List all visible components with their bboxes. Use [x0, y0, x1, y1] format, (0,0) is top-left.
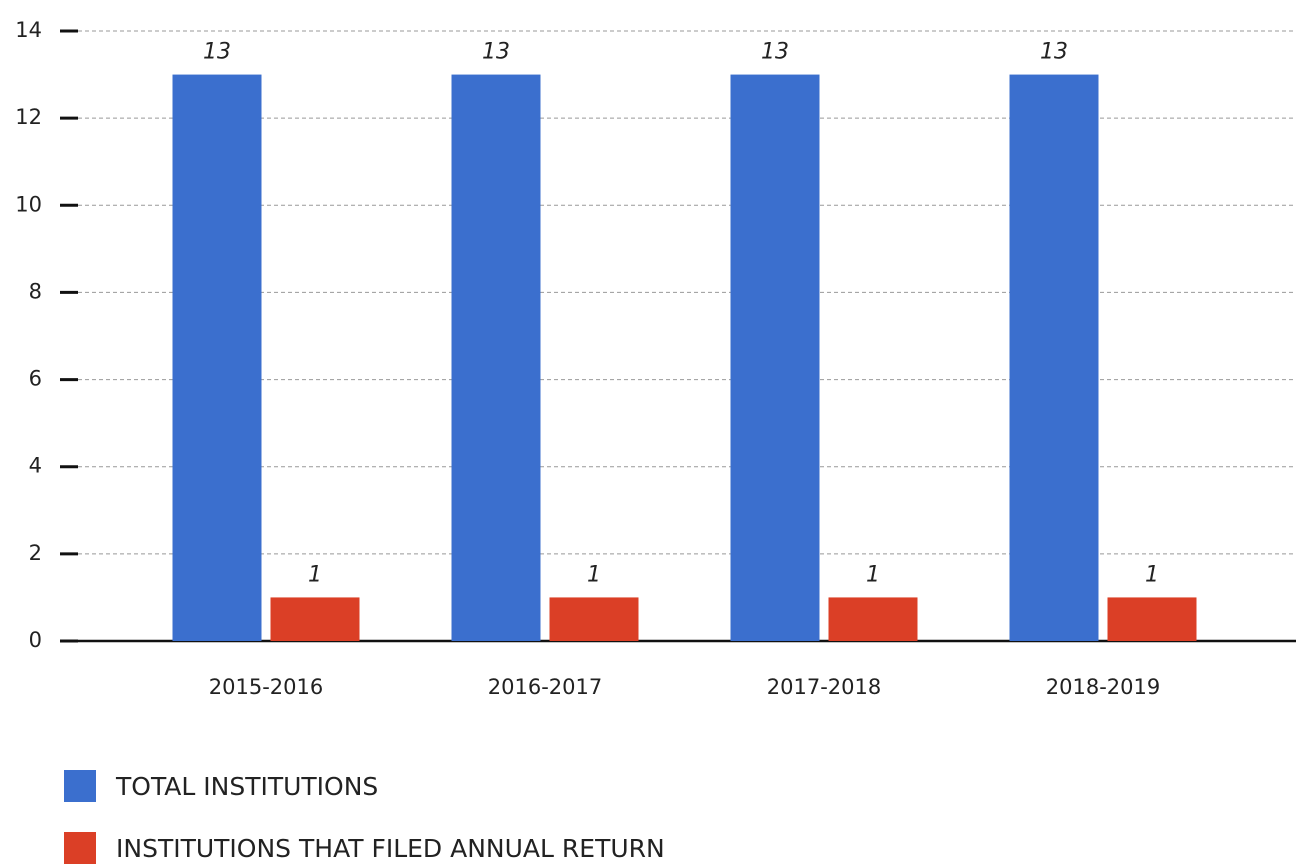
bar: [549, 597, 639, 641]
y-tick-label: 8: [29, 279, 42, 303]
data-label: 13: [203, 40, 231, 65]
y-tick-label: 4: [29, 454, 42, 478]
bar: [730, 74, 820, 642]
y-tick-label: 14: [15, 18, 42, 42]
bar: [1009, 74, 1099, 642]
y-tick-label: 6: [29, 367, 42, 391]
data-label: 1: [308, 562, 322, 587]
data-label: 13: [1040, 40, 1068, 65]
y-tick-label: 2: [29, 541, 42, 565]
bar: [172, 74, 262, 642]
bar: [1107, 597, 1197, 641]
legend-label: INSTITUTIONS THAT FILED ANNUAL RETURN: [116, 834, 665, 863]
data-label: 1: [1145, 562, 1159, 587]
x-tick-label: 2016-2017: [488, 675, 602, 699]
legend-swatch: [64, 770, 96, 802]
y-tick-label: 0: [29, 628, 42, 652]
bar: [270, 597, 360, 641]
x-tick-label: 2015-2016: [209, 675, 323, 699]
y-tick-label: 12: [15, 105, 42, 129]
bar: [451, 74, 541, 642]
data-label: 13: [761, 40, 789, 65]
data-label: 1: [866, 562, 880, 587]
x-tick-label: 2017-2018: [767, 675, 881, 699]
legend-swatch: [64, 832, 96, 864]
data-label: 1: [587, 562, 601, 587]
x-tick-label: 2018-2019: [1046, 675, 1160, 699]
data-label: 13: [482, 40, 510, 65]
bar: [828, 597, 918, 641]
legend-label: TOTAL INSTITUTIONS: [115, 772, 378, 801]
y-tick-label: 10: [15, 192, 42, 216]
